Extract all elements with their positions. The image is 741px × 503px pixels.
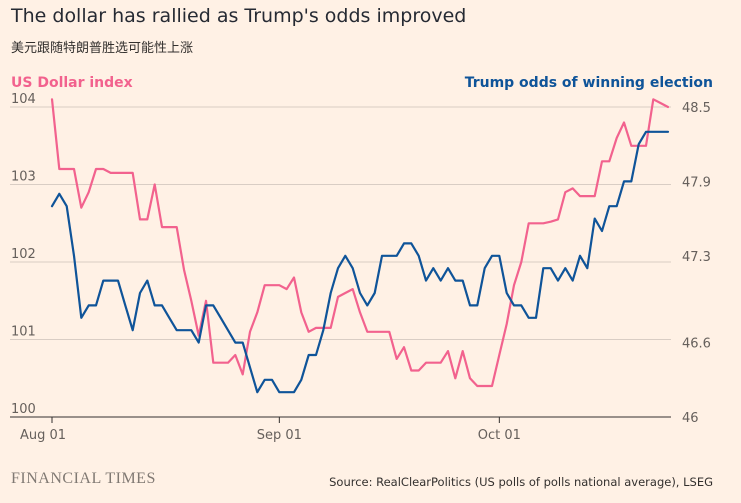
left-tick-label: 102 — [11, 247, 36, 262]
right-tick-label: 46.6 — [682, 337, 711, 352]
trump-odds-line — [50, 130, 670, 394]
dollar-index-line — [50, 98, 670, 388]
chart-subtitle: 美元跟随特朗普胜选可能性上涨 — [11, 41, 194, 56]
series-lines — [50, 98, 670, 394]
x-tick-label: Sep 01 — [257, 428, 302, 443]
right-tick-label: 46 — [682, 411, 699, 426]
right-tick-label: 47.3 — [682, 250, 711, 265]
x-tick-label: Aug 01 — [20, 428, 66, 443]
left-axis-title: US Dollar index — [11, 75, 133, 91]
left-tick-label: 103 — [11, 170, 36, 185]
x-tick-label: Oct 01 — [478, 428, 521, 443]
left-tick-label: 101 — [11, 325, 36, 340]
left-tick-label: 100 — [11, 402, 36, 417]
left-tick-label: 104 — [11, 92, 36, 107]
ft-logo: FINANCIAL TIMES — [11, 470, 156, 487]
chart-title: The dollar has rallied as Trump's odds i… — [11, 5, 467, 27]
right-tick-label: 48.5 — [682, 101, 711, 116]
right-axis-title: Trump odds of winning election — [464, 75, 713, 91]
tick-labels: 100 101 102 103 104 46 46.6 47.3 47.9 48.5 Aug 01 S… — [11, 92, 711, 443]
right-tick-label: 47.9 — [682, 175, 711, 190]
source-note: Source: RealClearPolitics (US polls of p… — [329, 475, 713, 489]
